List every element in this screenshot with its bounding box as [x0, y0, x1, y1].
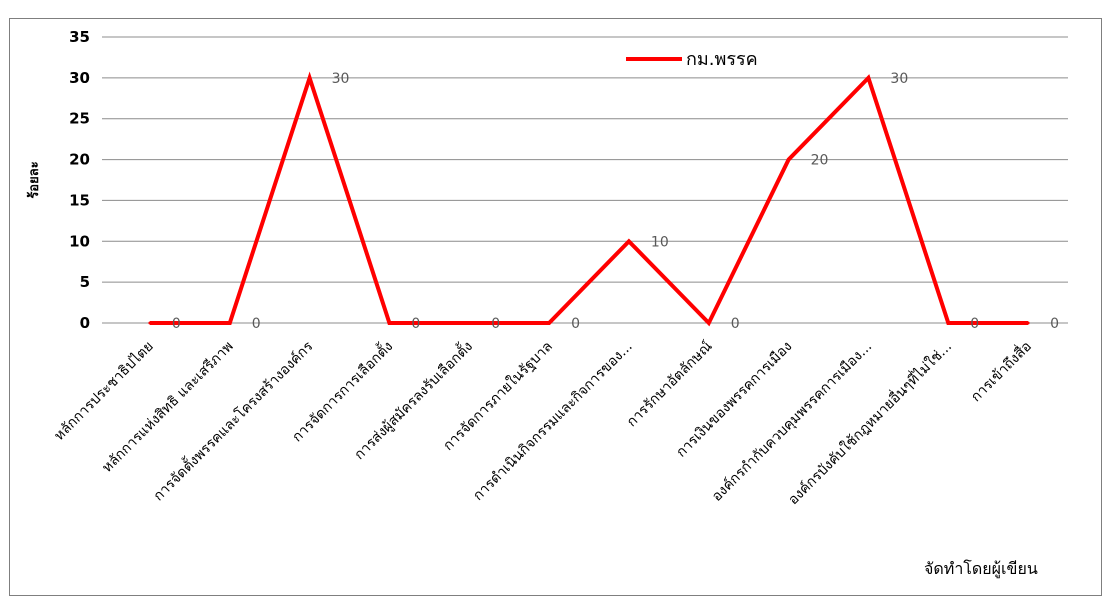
data-label: 0 [571, 316, 580, 332]
data-label: 0 [172, 316, 181, 332]
y-tick-label: 0 [80, 314, 90, 332]
data-label: 0 [970, 316, 979, 332]
data-point [308, 76, 312, 80]
data-point [707, 321, 711, 325]
data-label: 10 [651, 234, 669, 250]
legend: กม.พรรค [626, 49, 758, 70]
data-label: 0 [252, 316, 261, 332]
data-point [787, 158, 791, 162]
data-point [467, 321, 471, 325]
data-label: 0 [1050, 316, 1059, 332]
y-tick-label: 15 [69, 191, 90, 209]
data-point [547, 321, 551, 325]
data-point [387, 321, 391, 325]
data-point [946, 321, 950, 325]
data-point [866, 76, 870, 80]
data-label: 0 [731, 316, 740, 332]
y-axis-title: ร้อยละ [26, 161, 42, 198]
data-point [148, 321, 152, 325]
data-point [1026, 321, 1030, 325]
data-label: 30 [890, 71, 908, 87]
data-point [228, 321, 232, 325]
y-tick-label: 20 [69, 151, 90, 169]
data-label: 30 [332, 71, 350, 87]
source-note: จัดทำโดยผู้เขียน [924, 559, 1038, 579]
y-tick-label: 5 [80, 273, 90, 291]
chart-border [9, 18, 1102, 596]
data-label: 0 [411, 316, 420, 332]
legend-label: กม.พรรค [686, 49, 758, 70]
series-line [149, 71, 1029, 327]
data-point [627, 239, 631, 243]
y-tick-label: 30 [69, 69, 90, 87]
y-tick-label: 10 [69, 232, 90, 250]
data-label: 0 [491, 316, 500, 332]
y-tick-label: 35 [69, 28, 90, 46]
data-label: 20 [811, 153, 829, 169]
y-tick-label: 25 [69, 110, 90, 128]
